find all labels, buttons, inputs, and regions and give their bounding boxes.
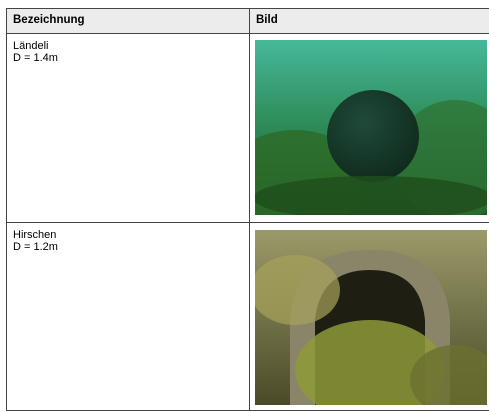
header-cell: Bild <box>249 8 489 34</box>
header-cell: Bezeichnung <box>6 8 250 34</box>
image-cell <box>249 222 489 411</box>
location-name: Ländeli <box>13 40 49 52</box>
photo <box>255 40 487 215</box>
name-cell: Ländeli D = 1.4m <box>6 33 250 223</box>
diameter: D = 1.2m <box>13 241 58 253</box>
diameter: D = 1.4m <box>13 52 58 64</box>
header-text: Bezeichnung <box>13 14 85 26</box>
photo <box>255 230 487 405</box>
location-name: Hirschen <box>13 229 57 241</box>
header-text: Bild <box>256 14 278 26</box>
name-cell: Hirschen D = 1.2m <box>6 222 250 411</box>
